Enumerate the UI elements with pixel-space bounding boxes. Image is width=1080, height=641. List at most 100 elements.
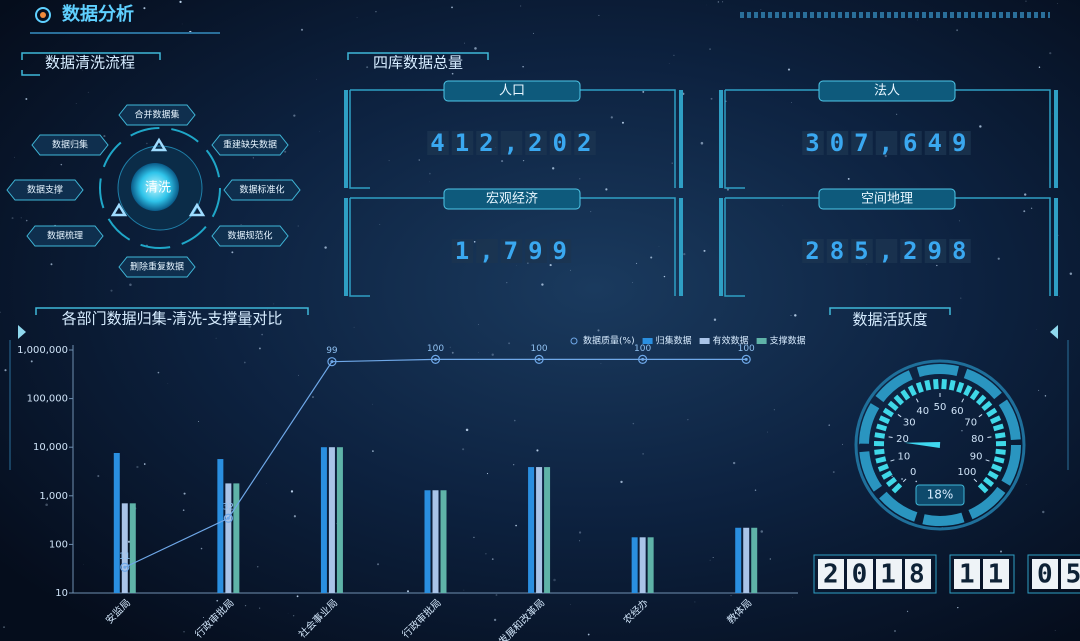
star xyxy=(1023,210,1026,213)
star xyxy=(87,91,89,93)
star xyxy=(243,361,246,364)
flow-step-box xyxy=(118,104,196,126)
line-point xyxy=(430,354,441,364)
digit-tile xyxy=(905,559,931,589)
panel-label: 人口 xyxy=(499,84,525,99)
panel-bar xyxy=(679,198,683,296)
star xyxy=(915,480,918,483)
flow-step: 删除重复数据 xyxy=(130,261,184,273)
star xyxy=(1025,0,1027,2)
star xyxy=(464,42,465,44)
star xyxy=(179,0,182,4)
star xyxy=(1024,193,1027,196)
star xyxy=(429,172,431,175)
header-title: 数据分析 xyxy=(62,3,134,25)
star xyxy=(20,217,22,219)
star xyxy=(418,159,420,161)
data-label: 99 xyxy=(326,346,338,356)
star xyxy=(891,475,893,478)
star xyxy=(465,428,469,432)
star xyxy=(794,314,797,317)
star xyxy=(451,6,453,9)
star xyxy=(493,618,497,622)
flow-triangles xyxy=(110,137,206,217)
star xyxy=(522,66,524,68)
panel-tab xyxy=(443,188,581,210)
flow-step-box xyxy=(6,179,84,201)
star xyxy=(379,224,381,225)
star xyxy=(1038,389,1040,392)
digit-tile xyxy=(427,131,449,155)
star xyxy=(754,489,757,491)
y-tick-label: 100,000 xyxy=(27,394,68,405)
section-title: 数据清洗流程 xyxy=(45,54,135,72)
digit-tile xyxy=(826,131,849,155)
star xyxy=(11,217,14,220)
side-arrow xyxy=(18,325,26,339)
star xyxy=(732,461,736,465)
star xyxy=(136,465,139,469)
line-point-dot xyxy=(123,565,127,569)
line-point-dot xyxy=(537,357,541,361)
gauge-tick xyxy=(890,459,895,462)
star xyxy=(658,246,660,247)
star xyxy=(183,631,185,633)
legend-label: 归集数据 xyxy=(656,335,692,347)
digit-tile xyxy=(549,131,572,155)
star xyxy=(579,540,581,542)
star xyxy=(231,251,234,254)
star xyxy=(474,47,477,50)
panel-tab xyxy=(443,80,581,102)
star xyxy=(767,431,768,433)
gauge-segment xyxy=(992,423,1004,432)
star xyxy=(642,90,645,93)
gauge-tick xyxy=(902,478,907,483)
section-title: 数据活跃度 xyxy=(852,311,927,329)
gauge-segment xyxy=(878,415,891,425)
star xyxy=(182,509,185,512)
gauge-tick xyxy=(915,398,919,403)
y-tick-label: 100 xyxy=(49,539,68,550)
data-label: 100 xyxy=(427,344,444,354)
star xyxy=(906,610,909,613)
star xyxy=(298,374,299,376)
star xyxy=(293,515,296,518)
star xyxy=(25,98,28,100)
digit-tile xyxy=(1061,559,1080,589)
panel-bar xyxy=(719,90,723,188)
star xyxy=(478,324,479,325)
gauge-tick-label: 60 xyxy=(951,406,964,417)
star xyxy=(181,23,183,25)
star xyxy=(0,311,1,313)
date-frame xyxy=(949,554,1015,594)
line-point xyxy=(638,354,648,364)
star xyxy=(597,329,600,332)
star xyxy=(1038,66,1041,68)
star xyxy=(501,160,504,163)
star xyxy=(14,156,15,158)
section-title: 各部门数据归集-清洗-支撑量对比 xyxy=(62,310,283,328)
star xyxy=(312,396,314,398)
y-tick-label: 1,000 xyxy=(39,491,68,502)
star xyxy=(513,464,515,466)
star xyxy=(730,595,732,597)
star xyxy=(541,283,544,286)
star xyxy=(495,594,498,596)
star xyxy=(129,283,132,286)
bar xyxy=(225,483,232,593)
star xyxy=(45,503,48,507)
bar xyxy=(528,467,535,593)
flow-step: 数据规范化 xyxy=(227,230,272,242)
star xyxy=(324,246,327,249)
star xyxy=(957,607,959,609)
star xyxy=(961,430,963,432)
bar xyxy=(743,527,750,593)
digit-tile xyxy=(525,239,547,263)
legend-icon xyxy=(642,338,653,344)
gauge-segment xyxy=(977,482,989,494)
gauge-tick-label: 40 xyxy=(916,406,929,417)
star xyxy=(491,353,494,356)
bar xyxy=(432,490,439,593)
star xyxy=(700,141,704,145)
